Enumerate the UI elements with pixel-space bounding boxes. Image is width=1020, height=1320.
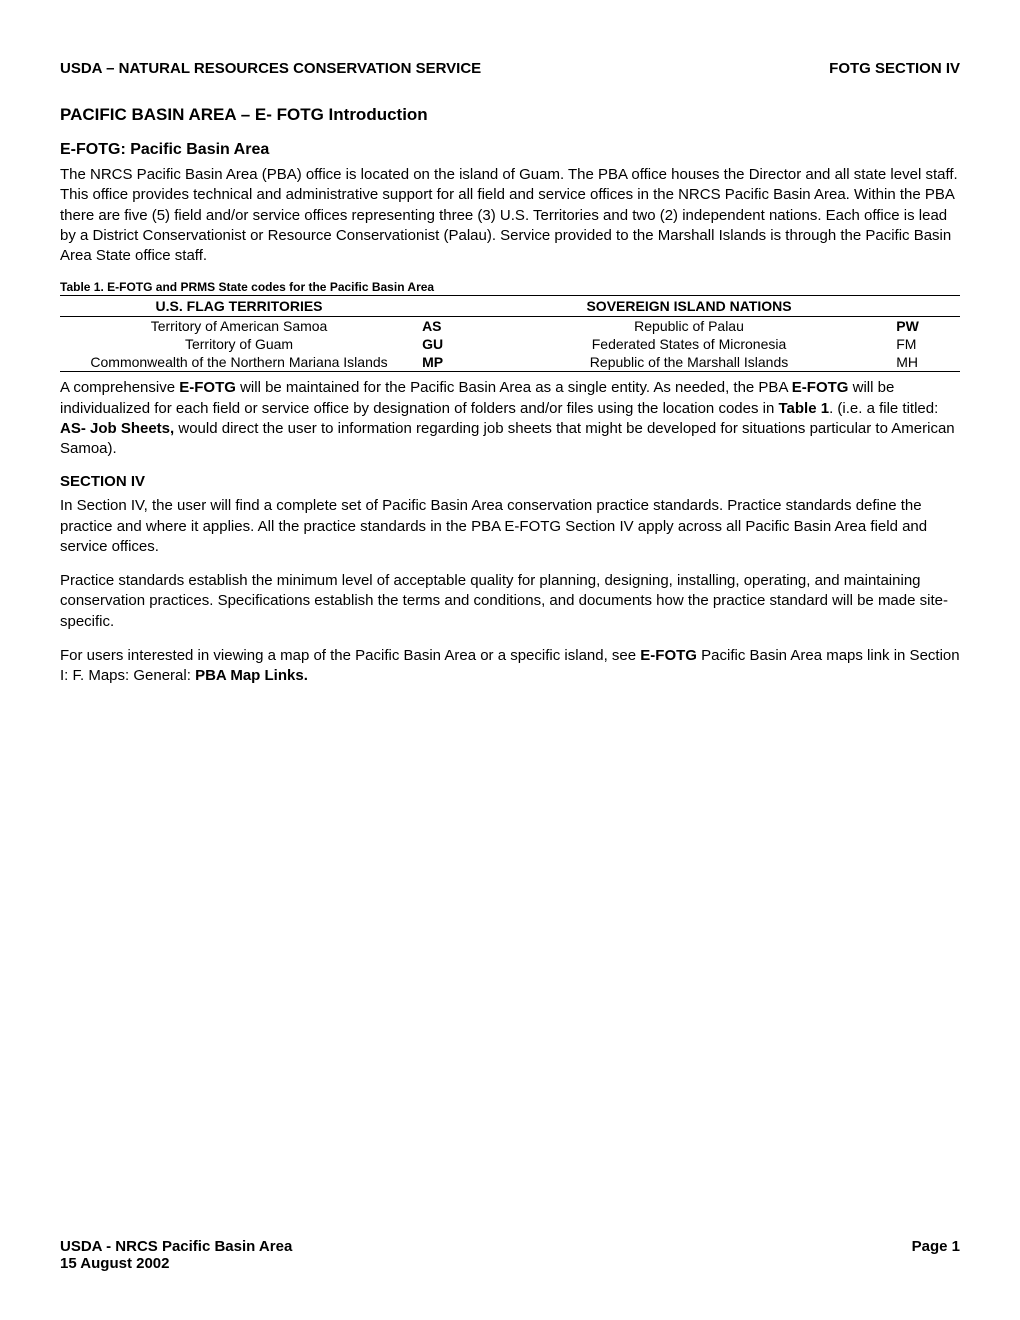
page-footer: USDA - NRCS Pacific Basin Area 15 August… (60, 1238, 960, 1272)
nation-cell: Federated States of Micronesia (486, 335, 892, 353)
footer-left: USDA - NRCS Pacific Basin Area 15 August… (60, 1238, 292, 1272)
table-header-nations: SOVEREIGN ISLAND NATIONS (486, 296, 892, 317)
paragraph-section-iv: In Section IV, the user will find a comp… (60, 496, 960, 557)
code-cell: GU (418, 335, 486, 353)
text-span: For users interested in viewing a map of… (60, 647, 640, 664)
territory-cell: Commonwealth of the Northern Mariana Isl… (60, 353, 418, 372)
bold-text: AS- Job Sheets, (60, 420, 174, 437)
text-span: will be maintained for the Pacific Basin… (236, 379, 792, 396)
code-cell: AS (418, 317, 486, 336)
table-header-code1 (418, 296, 486, 317)
text-span: A comprehensive (60, 379, 179, 396)
footer-page: Page 1 (912, 1238, 960, 1272)
header-left: USDA – NATURAL RESOURCES CONSERVATION SE… (60, 60, 481, 77)
code-cell: MH (892, 353, 960, 372)
paragraph-standards: Practice standards establish the minimum… (60, 571, 960, 632)
table-header-row: U.S. FLAG TERRITORIES SOVEREIGN ISLAND N… (60, 296, 960, 317)
table-row: Territory of American Samoa AS Republic … (60, 317, 960, 336)
nation-cell: Republic of Palau (486, 317, 892, 336)
paragraph-efotg: A comprehensive E-FOTG will be maintaine… (60, 378, 960, 459)
paragraph-intro: The NRCS Pacific Basin Area (PBA) office… (60, 165, 960, 266)
text-span: . (i.e. a file titled: (829, 400, 938, 417)
bold-text: PBA Map Links. (195, 667, 308, 684)
header-right: FOTG SECTION IV (829, 60, 960, 77)
text-span: would direct the user to information reg… (60, 420, 955, 457)
section-title: E-FOTG: Pacific Basin Area (60, 141, 960, 159)
paragraph-maps: For users interested in viewing a map of… (60, 646, 960, 687)
table-row: Commonwealth of the Northern Mariana Isl… (60, 353, 960, 372)
bold-text: E-FOTG (179, 379, 236, 396)
bold-text: E-FOTG (792, 379, 849, 396)
table-caption: Table 1. E-FOTG and PRMS State codes for… (60, 280, 960, 294)
page-header: USDA – NATURAL RESOURCES CONSERVATION SE… (60, 60, 960, 77)
territory-cell: Territory of Guam (60, 335, 418, 353)
state-codes-table: U.S. FLAG TERRITORIES SOVEREIGN ISLAND N… (60, 295, 960, 372)
territory-cell: Territory of American Samoa (60, 317, 418, 336)
table-header-code2 (892, 296, 960, 317)
table-header-territories: U.S. FLAG TERRITORIES (60, 296, 418, 317)
nation-cell: Republic of the Marshall Islands (486, 353, 892, 372)
document-title: PACIFIC BASIN AREA – E- FOTG Introductio… (60, 105, 960, 125)
footer-org: USDA - NRCS Pacific Basin Area (60, 1238, 292, 1255)
footer-date: 15 August 2002 (60, 1255, 292, 1272)
code-cell: MP (418, 353, 486, 372)
section-iv-header: SECTION IV (60, 473, 960, 490)
code-cell: FM (892, 335, 960, 353)
bold-text: Table 1 (778, 400, 829, 417)
table-row: Territory of Guam GU Federated States of… (60, 335, 960, 353)
code-cell: PW (892, 317, 960, 336)
bold-text: E-FOTG (640, 647, 697, 664)
